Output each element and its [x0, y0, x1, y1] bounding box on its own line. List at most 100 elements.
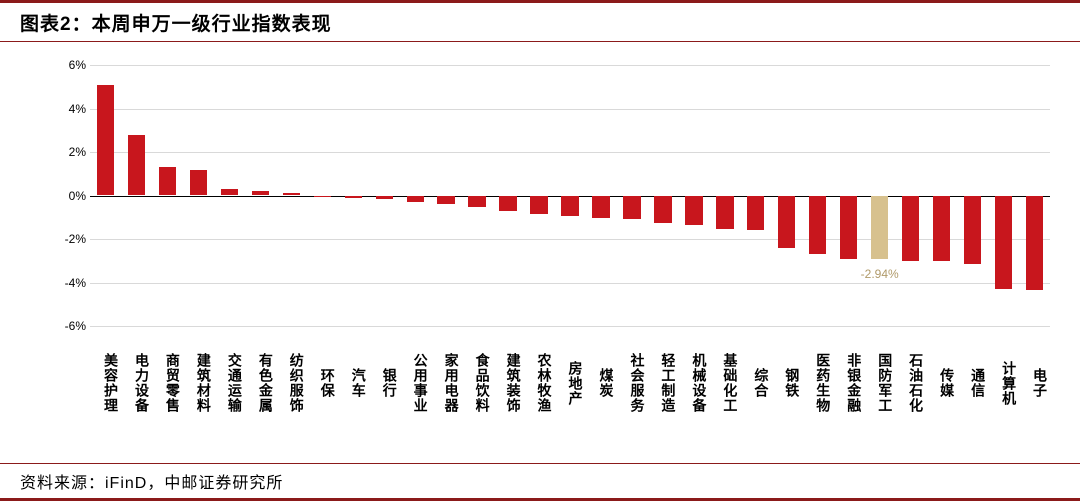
bar: [592, 196, 609, 219]
x-tick-label: 建筑装饰: [493, 328, 524, 436]
y-tick-label: 0%: [48, 189, 86, 203]
bar-slot: [369, 65, 400, 326]
bar-slot: [616, 65, 647, 326]
bar-slot: [678, 65, 709, 326]
bar-slot: [276, 65, 307, 326]
value-callout: -2.94%: [861, 267, 899, 281]
x-tick-label: 交通运输: [214, 328, 245, 436]
bar: [1026, 196, 1043, 291]
bar: [809, 196, 826, 255]
x-tick-label: 计算机: [988, 328, 1019, 436]
gridline: [90, 326, 1050, 327]
chart-title-bar: 图表2：本周申万一级行业指数表现: [0, 0, 1080, 42]
chart-area: -6%-4%-2%0%2%4%6% -2.94% 美容护理电力设备商贸零售建筑材…: [55, 65, 1050, 436]
bar: [97, 85, 114, 196]
chart-card: 图表2：本周申万一级行业指数表现 -6%-4%-2%0%2%4%6% -2.94…: [0, 0, 1080, 501]
x-tick-label: 轻工制造: [647, 328, 678, 436]
bar: [376, 196, 393, 199]
x-tick-label: 电力设备: [121, 328, 152, 436]
x-tick-label: 汽车: [338, 328, 369, 436]
bar-slot: [524, 65, 555, 326]
y-tick-label: 4%: [48, 102, 86, 116]
x-tick-label: 综合: [740, 328, 771, 436]
bar-slot: [431, 65, 462, 326]
bar-slot: [121, 65, 152, 326]
source-bar: 资料来源：iFinD，中邮证券研究所: [0, 463, 1080, 501]
x-tick-label: 医药生物: [802, 328, 833, 436]
bar-slot: [802, 65, 833, 326]
bar: [345, 196, 362, 198]
bar-slot: [307, 65, 338, 326]
x-tick-label: 食品饮料: [462, 328, 493, 436]
bar-slot: [462, 65, 493, 326]
bar-slot: [90, 65, 121, 326]
x-tick-label: 商贸零售: [152, 328, 183, 436]
x-tick-label: 公用事业: [400, 328, 431, 436]
x-tick-label: 石油石化: [895, 328, 926, 436]
bar: [314, 196, 331, 197]
bar: [468, 196, 485, 208]
x-tick-label: 非银金融: [833, 328, 864, 436]
x-tick-label: 房地产: [555, 328, 586, 436]
x-tick-label: 建筑材料: [183, 328, 214, 436]
bars-container: [90, 65, 1050, 326]
bar-slot: [833, 65, 864, 326]
x-tick-label: 电子: [1019, 328, 1050, 436]
x-tick-label: 通信: [957, 328, 988, 436]
bar: [654, 196, 671, 223]
bar-slot: [895, 65, 926, 326]
bar-slot: [1019, 65, 1050, 326]
bar: [407, 196, 424, 203]
x-tick-label: 美容护理: [90, 328, 121, 436]
bar: [716, 196, 733, 230]
y-tick-label: 6%: [48, 58, 86, 72]
bar-slot: [338, 65, 369, 326]
bar-slot: [957, 65, 988, 326]
source-text: 资料来源：iFinD，中邮证券研究所: [20, 469, 283, 493]
x-tick-label: 农林牧渔: [524, 328, 555, 436]
bar: [685, 196, 702, 225]
x-tick-label: 机械设备: [678, 328, 709, 436]
x-tick-label: 有色金属: [245, 328, 276, 436]
bar: [871, 196, 888, 260]
bar: [283, 193, 300, 195]
bar: [840, 196, 857, 259]
bar: [190, 170, 207, 195]
bar: [561, 196, 578, 217]
x-tick-label: 纺织服饰: [276, 328, 307, 436]
y-tick-label: -6%: [48, 319, 86, 333]
x-tick-label: 钢铁: [771, 328, 802, 436]
plot-region: -6%-4%-2%0%2%4%6% -2.94%: [90, 65, 1050, 326]
bar: [437, 196, 454, 205]
x-tick-label: 社会服务: [616, 328, 647, 436]
bar: [128, 135, 145, 196]
x-tick-label: 传媒: [926, 328, 957, 436]
y-tick-label: -2%: [48, 232, 86, 246]
x-axis-labels: 美容护理电力设备商贸零售建筑材料交通运输有色金属纺织服饰环保汽车银行公用事业家用…: [90, 328, 1050, 436]
x-tick-label: 银行: [369, 328, 400, 436]
bar: [159, 167, 176, 195]
x-tick-label: 家用电器: [431, 328, 462, 436]
bar-slot: [771, 65, 802, 326]
bar: [933, 196, 950, 261]
bar-slot: [245, 65, 276, 326]
bar-slot: [709, 65, 740, 326]
x-tick-label: 国防军工: [864, 328, 895, 436]
bar: [530, 196, 547, 214]
bar: [252, 191, 269, 195]
bar-slot: [586, 65, 617, 326]
bar-slot: [493, 65, 524, 326]
bar-slot: [214, 65, 245, 326]
bar: [623, 196, 640, 220]
bar: [747, 196, 764, 231]
bar-slot: [555, 65, 586, 326]
y-tick-label: -4%: [48, 276, 86, 290]
bar: [995, 196, 1012, 290]
bar-slot: [926, 65, 957, 326]
bar: [221, 189, 238, 196]
bar: [902, 196, 919, 261]
bar-slot: [864, 65, 895, 326]
bar: [778, 196, 795, 248]
bar-slot: [740, 65, 771, 326]
bar: [964, 196, 981, 265]
